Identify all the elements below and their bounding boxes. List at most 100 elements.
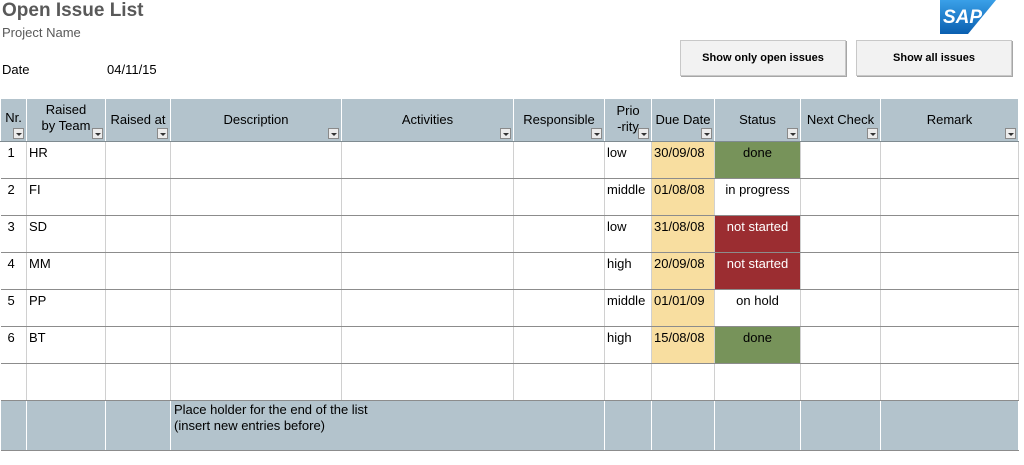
cell-nr[interactable]: 2: [0, 178, 27, 216]
cell-priority[interactable]: middle: [604, 178, 652, 216]
cell-nr[interactable]: [0, 363, 27, 401]
cell-due-date[interactable]: 31/08/08: [651, 215, 715, 253]
cell-activities[interactable]: [341, 141, 514, 179]
cell-remark[interactable]: [880, 215, 1019, 253]
cell-due-date[interactable]: 01/08/08: [651, 178, 715, 216]
filter-dropdown-icon[interactable]: [787, 128, 798, 139]
filter-dropdown-icon[interactable]: [500, 128, 511, 139]
cell-priority[interactable]: middle: [604, 289, 652, 327]
cell-raised-at[interactable]: [105, 178, 171, 216]
cell-due-date[interactable]: 30/09/08: [651, 141, 715, 179]
cell-raised-at[interactable]: [105, 252, 171, 290]
cell-raised-at[interactable]: [105, 215, 171, 253]
filter-dropdown-icon[interactable]: [701, 128, 712, 139]
cell-responsible[interactable]: [513, 252, 605, 290]
cell-remark[interactable]: [880, 252, 1019, 290]
filter-dropdown-icon[interactable]: [1005, 128, 1016, 139]
cell-status[interactable]: done: [714, 326, 801, 364]
cell-activities[interactable]: [341, 178, 514, 216]
cell-team[interactable]: SD: [26, 215, 106, 253]
cell-raised-at[interactable]: [105, 289, 171, 327]
cell-next-check[interactable]: [800, 178, 881, 216]
cell-description[interactable]: [170, 141, 342, 179]
filter-dropdown-icon[interactable]: [867, 128, 878, 139]
cell-due-date[interactable]: 01/01/09: [651, 289, 715, 327]
cell-status[interactable]: on hold: [714, 289, 801, 327]
cell-team[interactable]: PP: [26, 289, 106, 327]
filter-dropdown-icon[interactable]: [92, 128, 103, 139]
cell-remark[interactable]: [880, 363, 1019, 401]
cell-remark[interactable]: [880, 141, 1019, 179]
cell-responsible[interactable]: [513, 326, 605, 364]
table-row: 6 BT high 15/08/08 done: [0, 326, 1019, 364]
cell-nr[interactable]: 5: [0, 289, 27, 327]
cell-nr[interactable]: 1: [0, 141, 27, 179]
cell-nr[interactable]: 3: [0, 215, 27, 253]
cell-nr[interactable]: 6: [0, 326, 27, 364]
cell-description[interactable]: [170, 363, 342, 401]
cell-next-check[interactable]: [800, 289, 881, 327]
cell-raised-at[interactable]: [105, 326, 171, 364]
filter-dropdown-icon[interactable]: [157, 128, 168, 139]
cell-raised-at[interactable]: [105, 363, 171, 401]
cell-description[interactable]: [170, 326, 342, 364]
cell-next-check[interactable]: [800, 141, 881, 179]
filter-dropdown-icon[interactable]: [328, 128, 339, 139]
cell-remark[interactable]: [880, 289, 1019, 327]
cell-description[interactable]: [170, 252, 342, 290]
show-all-issues-button[interactable]: Show all issues: [856, 40, 1012, 76]
filter-dropdown-icon[interactable]: [638, 128, 649, 139]
cell-responsible[interactable]: [513, 178, 605, 216]
cell-status[interactable]: not started: [714, 252, 801, 290]
cell-activities[interactable]: [341, 363, 514, 401]
cell-due-date[interactable]: 15/08/08: [651, 326, 715, 364]
cell-responsible[interactable]: [513, 289, 605, 327]
cell-activities[interactable]: [341, 326, 514, 364]
cell-status[interactable]: [714, 363, 801, 401]
column-header-remark: Remark: [880, 99, 1019, 142]
cell-activities[interactable]: [341, 289, 514, 327]
cell-responsible[interactable]: [513, 363, 605, 401]
cell-next-check[interactable]: [800, 326, 881, 364]
cell-status[interactable]: done: [714, 141, 801, 179]
cell-next-check[interactable]: [800, 363, 881, 401]
cell-priority[interactable]: low: [604, 141, 652, 179]
filter-dropdown-icon[interactable]: [591, 128, 602, 139]
cell-responsible[interactable]: [513, 141, 605, 179]
cell-status[interactable]: not started: [714, 215, 801, 253]
cell-team[interactable]: FI: [26, 178, 106, 216]
date-value: 04/11/15: [107, 62, 157, 77]
cell-priority[interactable]: high: [604, 252, 652, 290]
cell-remark[interactable]: [880, 326, 1019, 364]
cell-team[interactable]: HR: [26, 141, 106, 179]
cell-remark[interactable]: [880, 178, 1019, 216]
column-header-next-check: Next Check: [800, 99, 881, 142]
cell-team[interactable]: [26, 363, 106, 401]
cell-nr[interactable]: 4: [0, 252, 27, 290]
cell-next-check[interactable]: [800, 215, 881, 253]
sap-logo-text: SAP: [943, 7, 982, 28]
show-open-issues-button[interactable]: Show only open issues: [680, 40, 846, 76]
table-row: 5 PP middle 01/01/09 on hold: [0, 289, 1019, 327]
cell-raised-at[interactable]: [105, 141, 171, 179]
cell-activities[interactable]: [341, 252, 514, 290]
table-row: 3 SD low 31/08/08 not started: [0, 215, 1019, 253]
cell-team[interactable]: BT: [26, 326, 106, 364]
column-header-nr: Nr.: [0, 99, 27, 142]
cell-team[interactable]: MM: [26, 252, 106, 290]
project-name: Project Name: [2, 25, 81, 40]
cell-due-date[interactable]: 20/09/08: [651, 252, 715, 290]
date-label: Date: [2, 62, 30, 77]
cell-description[interactable]: [170, 178, 342, 216]
cell-priority[interactable]: [604, 363, 652, 401]
cell-priority[interactable]: high: [604, 326, 652, 364]
cell-status[interactable]: in progress: [714, 178, 801, 216]
cell-due-date[interactable]: [651, 363, 715, 401]
cell-activities[interactable]: [341, 215, 514, 253]
cell-next-check[interactable]: [800, 252, 881, 290]
cell-description[interactable]: [170, 289, 342, 327]
cell-responsible[interactable]: [513, 215, 605, 253]
cell-description[interactable]: [170, 215, 342, 253]
cell-priority[interactable]: low: [604, 215, 652, 253]
filter-dropdown-icon[interactable]: [13, 128, 24, 139]
